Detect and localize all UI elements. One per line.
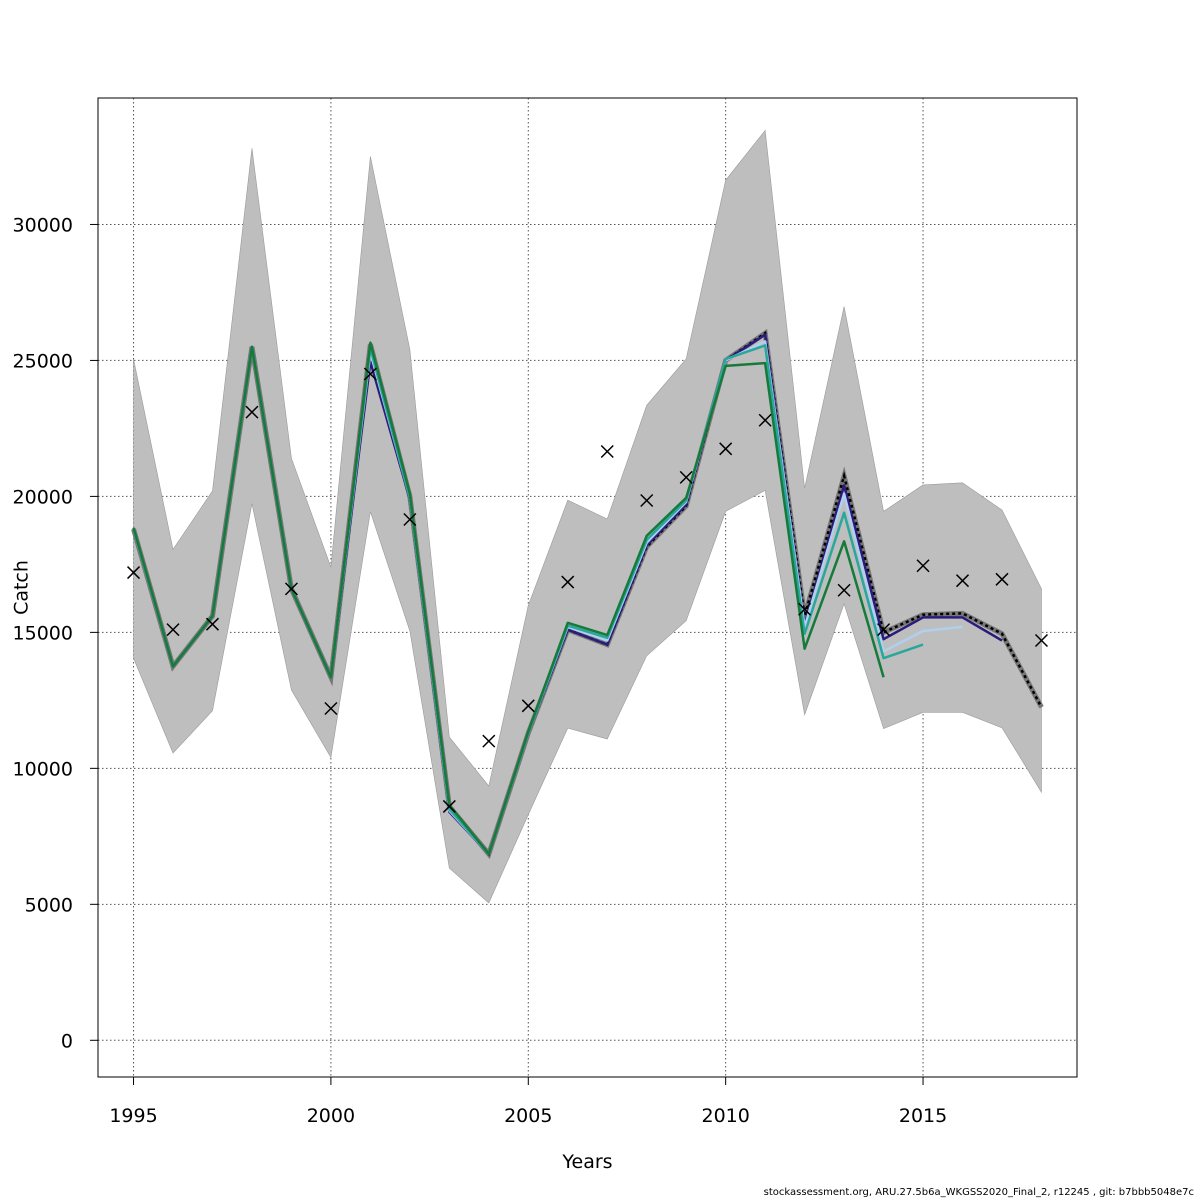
observation-marker (640, 493, 654, 508)
observation-marker (758, 413, 772, 427)
observation-marker (482, 734, 496, 748)
observation-marker (126, 566, 141, 580)
observation-marker (877, 623, 891, 637)
observation-marker (837, 583, 851, 597)
observation-marker (521, 699, 535, 713)
confidence-band-area (133, 129, 1042, 904)
y-tick-label: 15000 (13, 622, 73, 644)
observation-marker (245, 405, 259, 419)
footer-source-note: stockassessment.org, ARU.27.5b6a_WKGSS20… (763, 1187, 1194, 1198)
observation-marker (442, 799, 456, 813)
y-axis: 0 5000 10000 15000 20000 25000 30000 (13, 214, 98, 1052)
x-tick-label: 2000 (307, 1105, 355, 1127)
x-tick-label: 1995 (109, 1105, 157, 1127)
observation-marker (166, 623, 180, 637)
observation-marker (1034, 633, 1049, 648)
observation-marker (995, 572, 1009, 586)
x-axis: 1995 2000 2005 2010 2015 (109, 1076, 947, 1127)
x-tick-label: 2005 (504, 1105, 552, 1127)
x-tick-label: 2010 (701, 1105, 749, 1127)
y-tick-label: 25000 (13, 350, 73, 372)
series-lines (131, 328, 1044, 860)
observation-marker (205, 617, 220, 631)
observation-marker (284, 582, 298, 596)
observation-marker (679, 470, 693, 484)
y-tick-label: 10000 (13, 758, 73, 780)
observation-marker (324, 701, 338, 716)
series-line-4 (132, 341, 885, 856)
confidence-band (133, 129, 1042, 904)
observation-marker (719, 442, 733, 456)
observation-marker (955, 574, 970, 588)
y-tick-label: 0 (61, 1030, 73, 1052)
y-tick-label: 5000 (25, 894, 73, 916)
observation-marker (403, 512, 417, 527)
observation-markers (126, 367, 1049, 813)
series-line-0 (132, 331, 1043, 857)
observation-marker (600, 444, 614, 459)
observation-marker (363, 367, 377, 381)
y-tick-label: 20000 (13, 486, 73, 508)
y-tick-label: 30000 (13, 214, 73, 236)
observation-marker (561, 575, 575, 589)
observation-marker (798, 602, 812, 616)
x-axis-title: Years (561, 1151, 612, 1173)
x-tick-label: 2015 (899, 1105, 947, 1127)
y-axis-title: Catch (11, 560, 33, 615)
observation-marker (916, 559, 930, 573)
